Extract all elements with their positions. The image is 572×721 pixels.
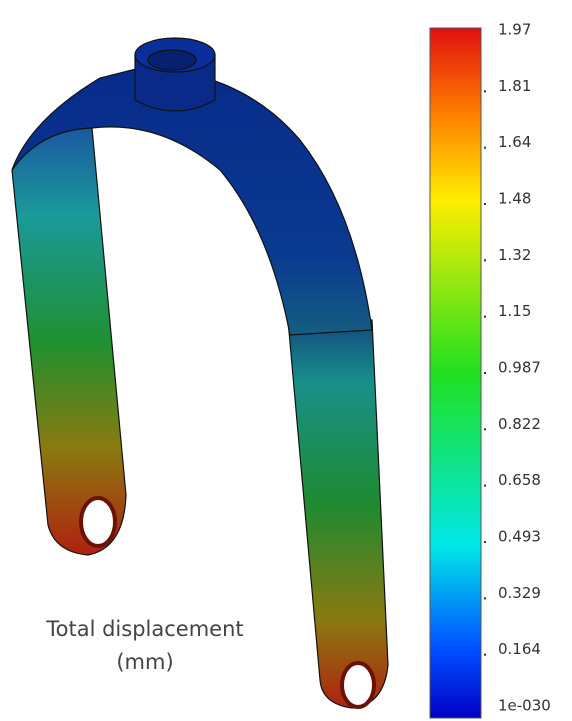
right-hole — [342, 663, 374, 707]
color-bar-label: 0.329 — [498, 584, 541, 602]
boss-bore — [148, 50, 196, 70]
caption-line: (mm) — [116, 650, 173, 674]
color-bar-label: 0.987 — [498, 359, 541, 377]
right-arm — [288, 320, 388, 708]
page: {"colorbar": {"labels": ["1.97", "1.81",… — [0, 0, 572, 721]
body: 1.97 1.81 1.64 1.48 1.32 1.15 0.987 0.822 0.658 0… — [0, 0, 572, 721]
color-bar-label: 0.164 — [498, 640, 541, 658]
color-bar-label: 1e-030 — [498, 697, 551, 715]
color-bar-label: 1.97 — [498, 21, 531, 39]
tick-dot — [484, 428, 486, 430]
color-bar — [430, 28, 481, 718]
caption-line: Total displacement — [45, 617, 243, 641]
color-bar-label: 1.48 — [498, 190, 531, 208]
left-arm — [12, 128, 126, 555]
bracket-model — [12, 38, 388, 708]
color-bar-label: 0.658 — [498, 471, 541, 489]
tick-dot — [484, 203, 486, 205]
tick-dot — [484, 90, 486, 92]
tick-dot — [484, 372, 486, 374]
tick-dot — [484, 316, 486, 318]
color-bar-label: 1.32 — [498, 246, 531, 264]
color-bar-labels: 1.97 1.81 1.64 1.48 1.32 1.15 0.987 0.822 0.658 0… — [484, 21, 551, 715]
tick-dot — [484, 259, 486, 261]
tick-dot — [484, 597, 486, 599]
result-view: 1.97 1.81 1.64 1.48 1.32 1.15 0.987 0.822 0.658 0… — [0, 0, 572, 721]
tick-dot — [484, 147, 486, 149]
color-bar-label: 0.493 — [498, 528, 541, 546]
color-bar-label: 1.81 — [498, 77, 531, 95]
color-bar-label: 1.15 — [498, 302, 531, 320]
tick-dot — [484, 541, 486, 543]
color-bar-label: 1.64 — [498, 133, 531, 151]
tick-dot — [484, 485, 486, 487]
tick-dot — [484, 654, 486, 656]
left-hole — [81, 498, 115, 546]
color-bar-label: 0.822 — [498, 415, 541, 433]
